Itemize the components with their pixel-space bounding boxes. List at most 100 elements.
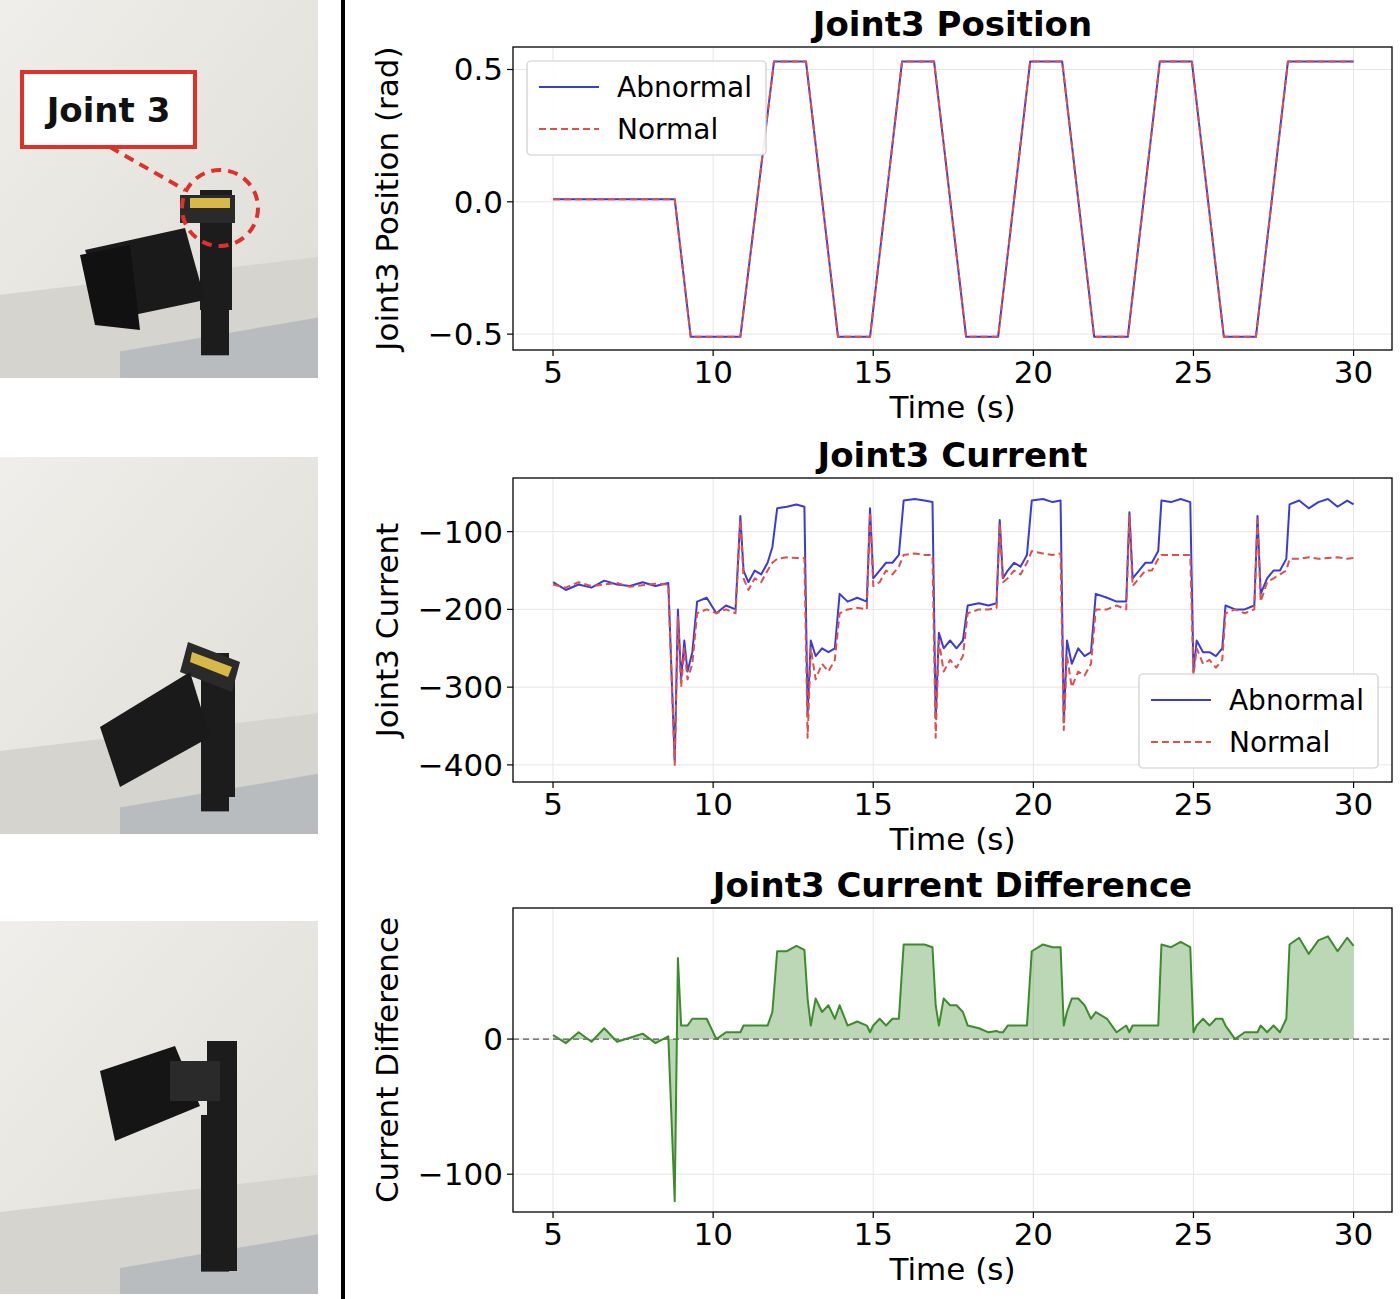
tick-label: 5: [543, 354, 563, 390]
tick-label: 0.0: [454, 184, 503, 220]
photo-table: [0, 1175, 318, 1294]
grid-line: [873, 908, 874, 1212]
legend-label: Abnormal: [617, 71, 752, 104]
callout-leader: [110, 147, 185, 190]
tick-mark: [507, 531, 513, 532]
legend-box: [1139, 674, 1378, 768]
grid-line: [1033, 47, 1034, 350]
data-group: [513, 936, 1392, 1201]
tick-label: 15: [854, 1216, 893, 1252]
y-axis-title: Current Difference: [369, 917, 405, 1203]
grid-line: [513, 531, 1392, 532]
chart-title: Joint3 Current: [816, 435, 1088, 475]
legend-label: Abnormal: [1229, 684, 1364, 717]
plot-background: [513, 47, 1392, 350]
photo-wall: [0, 457, 318, 834]
chart: 5 10 15 20 25 30 −400 −300 −200 −100 Joint3 Curren…: [369, 435, 1392, 857]
grid-line: [513, 1174, 1392, 1175]
tick-label: 20: [1014, 786, 1053, 822]
robot-joint: [180, 195, 235, 223]
tick-label: 15: [854, 786, 893, 822]
callout-box: [22, 72, 195, 147]
plot-background: [513, 908, 1392, 1212]
tick-label: 0.5: [454, 51, 503, 87]
grid-line: [1193, 908, 1194, 1212]
x-axis-title: Time (s): [888, 821, 1015, 857]
grid-line: [513, 334, 1392, 335]
plot-frame: [513, 47, 1392, 350]
tick-label: 20: [1014, 354, 1053, 390]
grid-line: [513, 609, 1392, 610]
x-axis-title: Time (s): [888, 1251, 1015, 1287]
tick-label: −400: [418, 747, 503, 783]
tick-label: −300: [418, 669, 503, 705]
tick-mark: [507, 764, 513, 765]
tick-mark: [507, 334, 513, 335]
grid-line: [873, 478, 874, 782]
legend-box: [527, 61, 766, 155]
tick-mark: [507, 69, 513, 70]
area-fill: [553, 936, 1354, 1201]
chart-title: Joint3 Current Difference: [711, 865, 1192, 905]
tick-mark: [507, 1174, 513, 1175]
tick-label: 25: [1174, 786, 1213, 822]
legend-key: [1151, 741, 1211, 743]
tick-label: 5: [543, 786, 563, 822]
tick-label: 25: [1174, 1216, 1213, 1252]
tick-label: 10: [693, 786, 732, 822]
photo-wall: [0, 0, 318, 378]
y-axis-title: Joint3 Current: [369, 523, 405, 740]
x-axis-title: Time (s): [888, 389, 1015, 425]
legend-key: [539, 128, 599, 130]
figure: Joint 3 5 10 15 20 25 30 −0.5 0.0 0.5 Joint3 Posit…: [0, 0, 1400, 1299]
tick-label: 0: [483, 1021, 503, 1057]
plot-frame: [513, 478, 1392, 782]
chart-title: Joint3 Position: [811, 4, 1092, 44]
series-line: [553, 62, 1354, 337]
legend-key: [539, 86, 599, 88]
robot-joint: [170, 1061, 220, 1101]
tick-label: 5: [543, 1216, 563, 1252]
robot-label: [190, 652, 232, 677]
callout-circle: [182, 170, 258, 246]
grid-line: [553, 478, 554, 782]
data-group: [553, 62, 1354, 337]
tick-mark: [507, 1038, 513, 1039]
tick-label: −0.5: [428, 316, 503, 352]
y-axis-title: Joint3 Position (rad): [369, 46, 405, 352]
robot-label: [190, 198, 230, 208]
tick-label: −100: [418, 1156, 503, 1192]
grid-line: [1353, 47, 1354, 350]
grid-line: [1193, 47, 1194, 350]
tick-mark: [507, 201, 513, 202]
photo: [0, 457, 318, 834]
chart: 51015202530−0.50.00.5Joint3 PositionTime…: [369, 4, 1392, 425]
grid-line: [713, 478, 714, 782]
tick-label: −100: [418, 514, 503, 550]
photo-wall: [0, 921, 318, 1294]
series-line: [553, 936, 1354, 1201]
grid-line: [1033, 478, 1034, 782]
legend-label: Normal: [1229, 726, 1330, 759]
tick-label: 25: [1174, 354, 1213, 390]
series-line: [553, 512, 1354, 765]
grid-line: [513, 201, 1392, 202]
grid-line: [713, 908, 714, 1212]
chart: 51015202530−1000Joint3 Current Differenc…: [369, 865, 1392, 1287]
tick-label: 30: [1334, 1216, 1373, 1252]
divider: [341, 0, 345, 1299]
callout-text: Joint 3: [45, 90, 171, 130]
legend: AbnormalNormal: [527, 61, 766, 155]
legend-key: [1151, 699, 1211, 701]
legend: Abnormal Normal: [1139, 674, 1378, 768]
grid-line: [553, 908, 554, 1212]
tick-label: 30: [1334, 354, 1373, 390]
tick-label: −200: [418, 591, 503, 627]
robot-finger: [80, 245, 140, 330]
tick-mark: [507, 687, 513, 688]
tick-label: 20: [1014, 1216, 1053, 1252]
tick-label: 10: [693, 354, 732, 390]
photo: [0, 921, 318, 1294]
series-line: [553, 62, 1354, 337]
tick-label: 30: [1334, 786, 1373, 822]
